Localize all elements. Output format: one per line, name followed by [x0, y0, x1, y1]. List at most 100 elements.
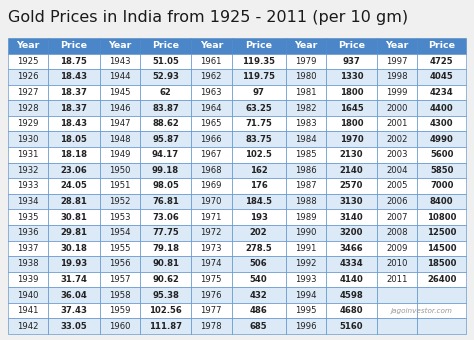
- Text: 2003: 2003: [387, 150, 408, 159]
- Bar: [191, 163, 231, 178]
- Bar: [191, 256, 231, 272]
- Bar: [48, 225, 100, 240]
- Bar: [100, 272, 140, 287]
- Text: 1972: 1972: [201, 228, 222, 237]
- Bar: [326, 319, 377, 334]
- Bar: [48, 147, 100, 163]
- Bar: [285, 209, 326, 225]
- Text: 1953: 1953: [109, 212, 130, 222]
- Text: 77.75: 77.75: [152, 228, 179, 237]
- Bar: [231, 132, 285, 147]
- Text: 1330: 1330: [340, 72, 363, 82]
- Text: 1980: 1980: [295, 72, 317, 82]
- Bar: [326, 116, 377, 132]
- Bar: [140, 100, 191, 116]
- Text: 1944: 1944: [109, 72, 130, 82]
- Bar: [140, 240, 191, 256]
- Text: 4140: 4140: [339, 275, 364, 284]
- Text: 1645: 1645: [340, 104, 364, 113]
- Text: 4300: 4300: [430, 119, 454, 128]
- Bar: [231, 303, 285, 319]
- Text: Price: Price: [338, 41, 365, 50]
- Bar: [191, 54, 231, 69]
- Bar: [48, 163, 100, 178]
- Text: 14500: 14500: [427, 244, 456, 253]
- Bar: [140, 38, 191, 54]
- Bar: [100, 132, 140, 147]
- Bar: [326, 38, 377, 54]
- Bar: [191, 272, 231, 287]
- Text: 10800: 10800: [427, 212, 456, 222]
- Bar: [48, 256, 100, 272]
- Text: 1943: 1943: [109, 57, 130, 66]
- Bar: [326, 272, 377, 287]
- Bar: [285, 116, 326, 132]
- Text: 102.56: 102.56: [149, 306, 182, 315]
- Text: 19.93: 19.93: [60, 259, 88, 268]
- Text: 2130: 2130: [340, 150, 363, 159]
- Text: 1963: 1963: [201, 88, 222, 97]
- Bar: [231, 147, 285, 163]
- Text: 90.81: 90.81: [152, 259, 179, 268]
- Text: 1946: 1946: [109, 104, 130, 113]
- Bar: [231, 100, 285, 116]
- Text: 1931: 1931: [18, 150, 39, 159]
- Text: 28.81: 28.81: [61, 197, 87, 206]
- Text: 1979: 1979: [295, 57, 317, 66]
- Bar: [140, 256, 191, 272]
- Bar: [285, 225, 326, 240]
- Bar: [8, 319, 48, 334]
- Text: 36.04: 36.04: [61, 291, 87, 300]
- Bar: [326, 100, 377, 116]
- Text: 278.5: 278.5: [245, 244, 272, 253]
- Text: 1957: 1957: [109, 275, 130, 284]
- Text: 1997: 1997: [387, 57, 408, 66]
- Text: Year: Year: [17, 41, 40, 50]
- Bar: [191, 209, 231, 225]
- Bar: [48, 69, 100, 85]
- Bar: [100, 69, 140, 85]
- Bar: [285, 85, 326, 100]
- Bar: [377, 147, 418, 163]
- Text: 83.87: 83.87: [152, 104, 179, 113]
- Text: Price: Price: [245, 41, 272, 50]
- Text: 937: 937: [343, 57, 360, 66]
- Bar: [8, 240, 48, 256]
- Bar: [140, 116, 191, 132]
- Text: 202: 202: [250, 228, 267, 237]
- Bar: [48, 303, 100, 319]
- Bar: [418, 38, 466, 54]
- Bar: [326, 303, 377, 319]
- Bar: [418, 272, 466, 287]
- Bar: [231, 256, 285, 272]
- Bar: [231, 54, 285, 69]
- Text: 18500: 18500: [427, 259, 456, 268]
- Bar: [8, 116, 48, 132]
- Text: 1930: 1930: [18, 135, 39, 144]
- Text: Gold Prices in India from 1925 - 2011 (per 10 gm): Gold Prices in India from 1925 - 2011 (p…: [8, 10, 408, 25]
- Bar: [231, 38, 285, 54]
- Bar: [140, 303, 191, 319]
- Text: 4400: 4400: [430, 104, 454, 113]
- Text: 51.05: 51.05: [152, 57, 179, 66]
- Bar: [231, 287, 285, 303]
- Text: 1973: 1973: [201, 244, 222, 253]
- Text: 1929: 1929: [18, 119, 39, 128]
- Text: 1983: 1983: [295, 119, 317, 128]
- Bar: [48, 100, 100, 116]
- Text: 71.75: 71.75: [245, 119, 272, 128]
- Bar: [285, 178, 326, 194]
- Text: 3200: 3200: [340, 228, 363, 237]
- Text: 1926: 1926: [18, 72, 39, 82]
- Text: 97: 97: [253, 88, 264, 97]
- Text: 1990: 1990: [295, 228, 317, 237]
- Text: 1982: 1982: [295, 104, 317, 113]
- Bar: [8, 69, 48, 85]
- Bar: [8, 225, 48, 240]
- Bar: [8, 194, 48, 209]
- Text: 4334: 4334: [340, 259, 364, 268]
- Bar: [140, 132, 191, 147]
- Text: 1933: 1933: [18, 182, 39, 190]
- Bar: [100, 319, 140, 334]
- Bar: [326, 69, 377, 85]
